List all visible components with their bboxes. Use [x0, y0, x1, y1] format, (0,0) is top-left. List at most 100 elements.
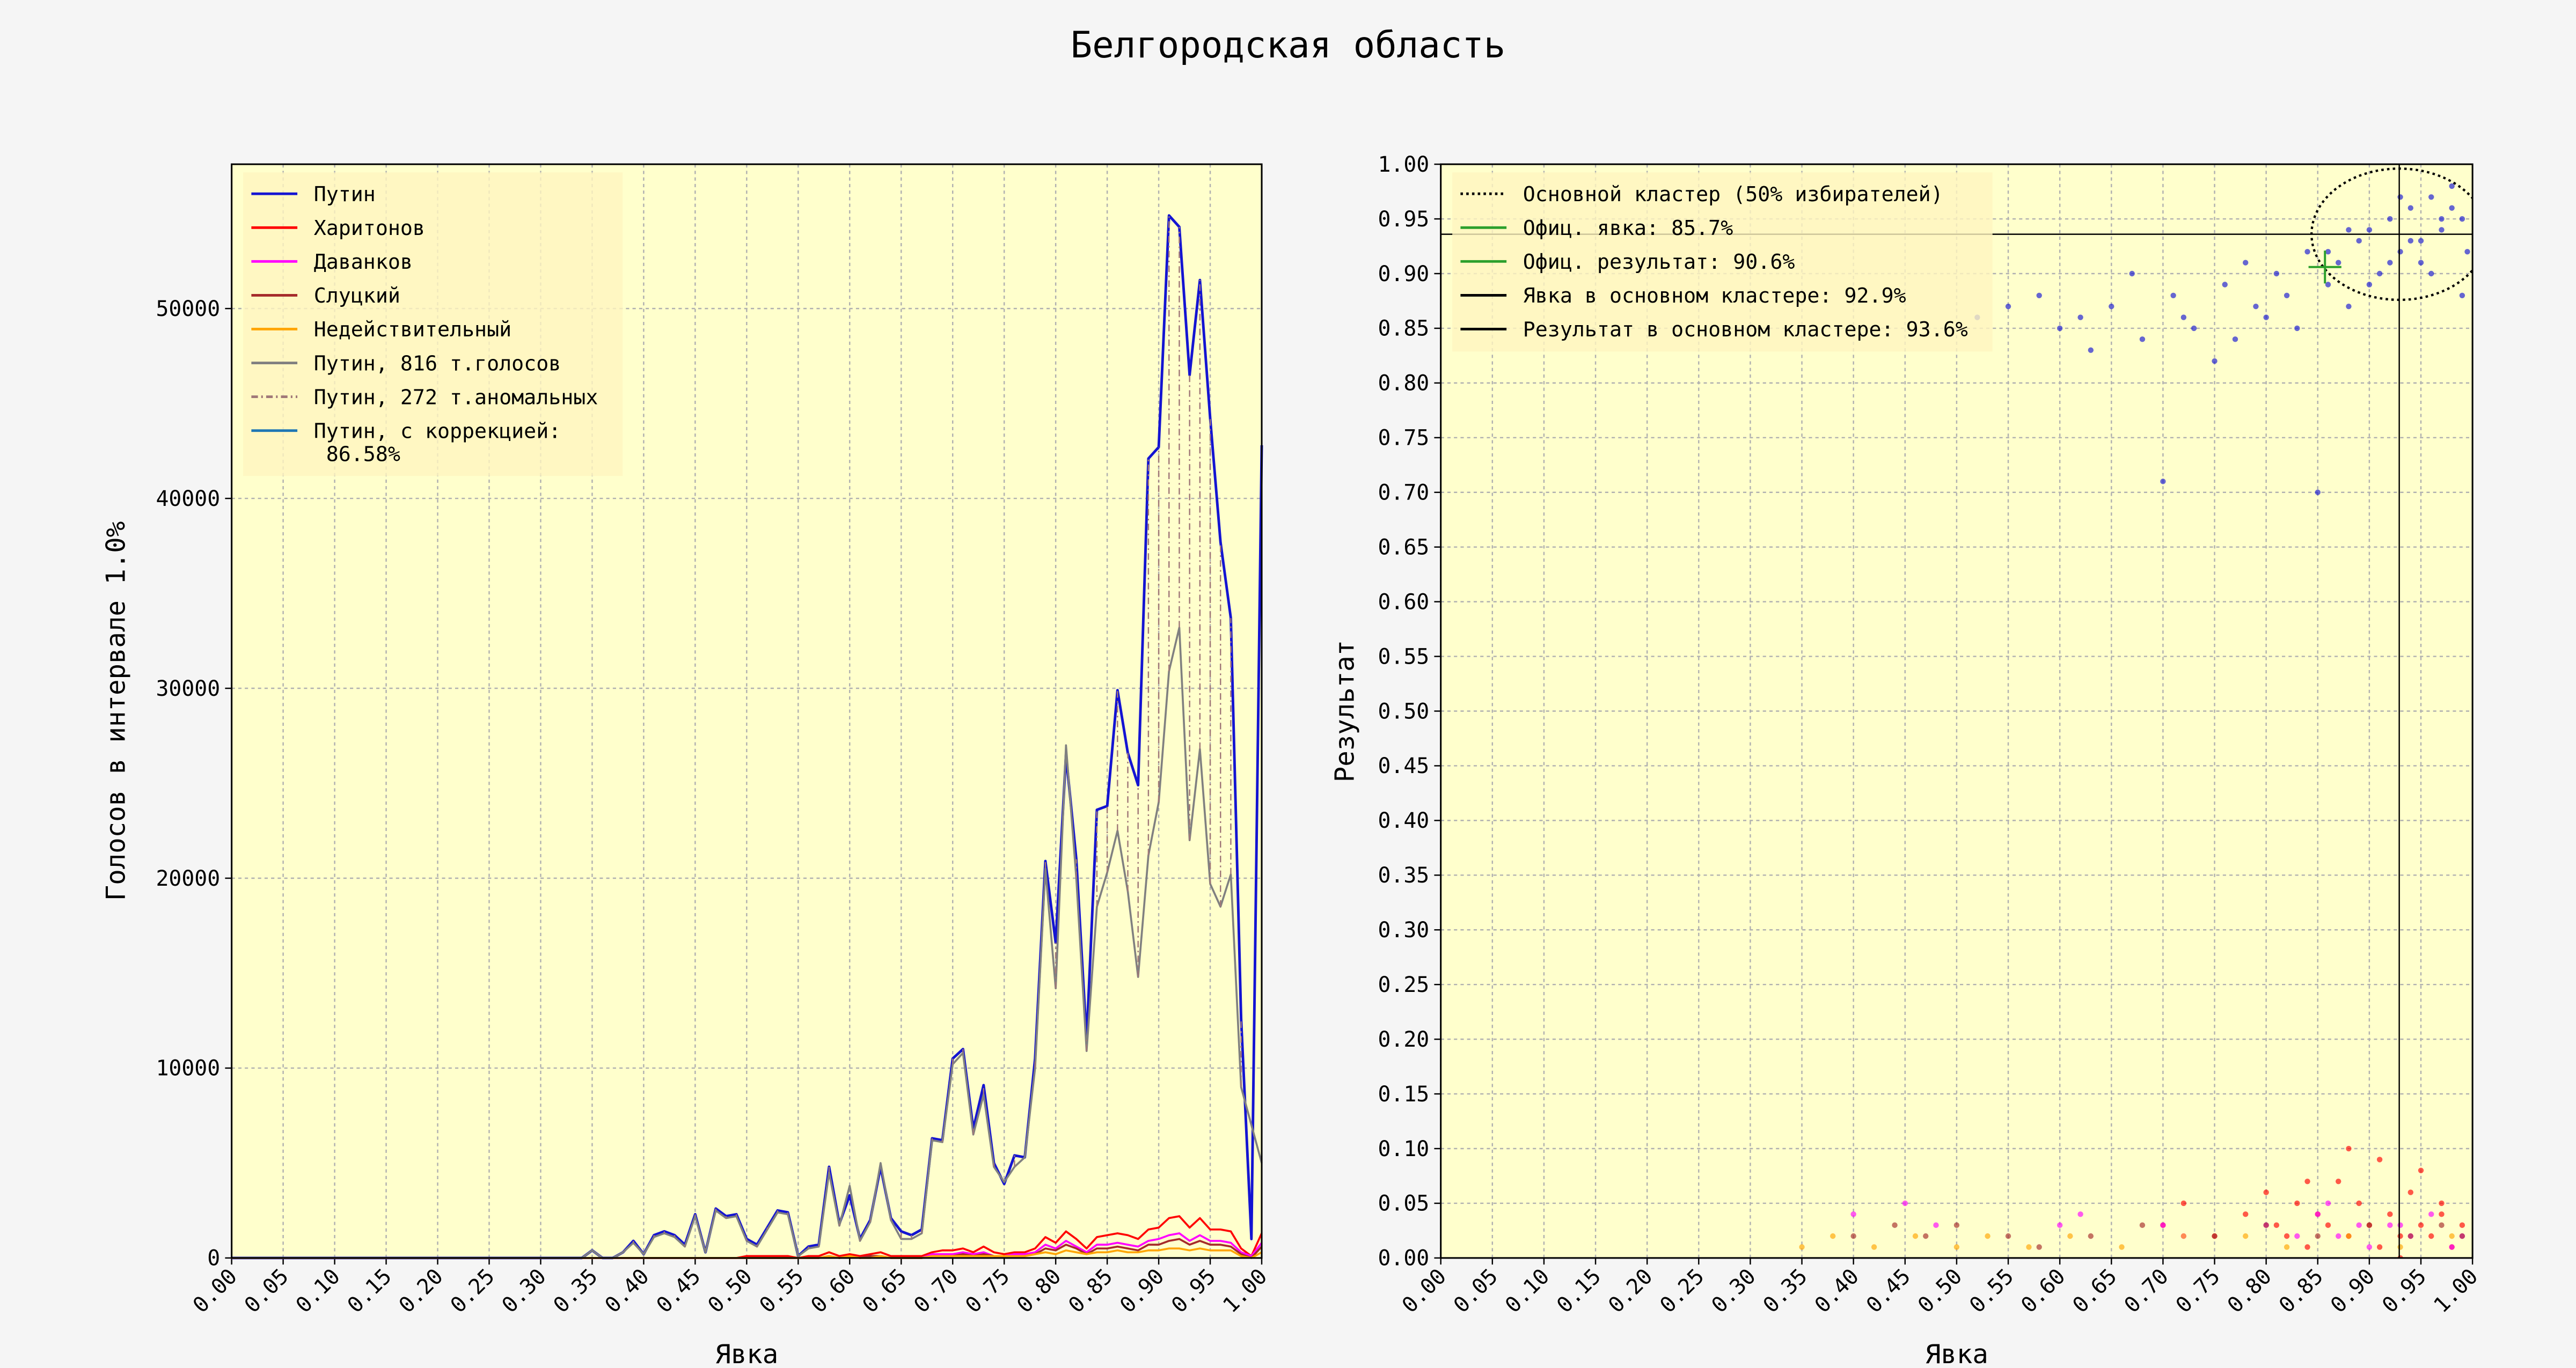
scatter-point — [2366, 1222, 2373, 1228]
x-tick-label: 0.25 — [1655, 1264, 1709, 1318]
y-tick-label: 0.95 — [1378, 207, 1429, 232]
scatter-point — [2088, 347, 2094, 353]
scatter-point — [1953, 1244, 1960, 1250]
legend-label: Офиц. результат: 90.6% — [1523, 250, 1795, 274]
scatter-point — [2315, 1211, 2321, 1217]
scatter-point — [2397, 1233, 2403, 1239]
y-tick-label: 0.35 — [1378, 863, 1429, 888]
scatter-point — [2439, 1200, 2445, 1207]
scatter-point — [2346, 303, 2352, 310]
x-tick-label: 0.70 — [909, 1264, 963, 1318]
x-tick-label: 0.45 — [1862, 1264, 1915, 1318]
scatter-point — [2077, 314, 2083, 320]
scatter-point — [2325, 1200, 2331, 1207]
y-tick-label: 0.90 — [1378, 262, 1429, 286]
legend-label: Путин — [314, 182, 376, 207]
scatter-point — [2387, 1211, 2393, 1217]
x-tick-label: 0.60 — [2016, 1264, 2070, 1318]
scatter-point — [2387, 1222, 2393, 1228]
scatter-point — [2376, 1157, 2383, 1163]
scatter-point — [2036, 292, 2042, 298]
scatter-point — [2170, 292, 2176, 298]
x-tick-label: 1.00 — [1218, 1264, 1272, 1318]
scatter-point — [2459, 216, 2465, 222]
scatter-point — [2366, 1244, 2373, 1250]
x-tick-label: 0.15 — [343, 1264, 397, 1318]
scatter-point — [2418, 260, 2424, 266]
scatter-point — [2397, 1244, 2403, 1250]
y-tick-label: 0.10 — [1378, 1137, 1429, 1161]
scatter-point — [2366, 227, 2373, 233]
scatter-point — [2459, 1233, 2465, 1239]
scatter-point — [2376, 1244, 2383, 1250]
scatter-point — [2263, 1222, 2269, 1228]
scatter-point — [2180, 314, 2187, 320]
scatter-point — [2397, 249, 2403, 255]
x-tick-label: 0.15 — [1552, 1264, 1606, 1318]
scatter-point — [2397, 194, 2403, 200]
scatter-point — [2243, 1211, 2249, 1217]
y-tick-label: 0.25 — [1378, 973, 1429, 997]
scatter-point — [2253, 303, 2259, 310]
scatter-point — [2026, 1244, 2032, 1250]
scatter-point — [2418, 1222, 2424, 1228]
scatter-point — [2376, 270, 2383, 277]
x-tick-label: 0.50 — [703, 1264, 757, 1318]
y-tick-label: 30000 — [156, 676, 220, 701]
x-tick-label: 0.55 — [755, 1264, 808, 1318]
x-tick-label: 0.00 — [188, 1264, 242, 1318]
y-tick-label: 0.45 — [1378, 754, 1429, 778]
x-tick-label: 0.20 — [1604, 1264, 1657, 1318]
scatter-point — [2005, 1233, 2011, 1239]
y-tick-label: 0.85 — [1378, 317, 1429, 341]
scatter-point — [2036, 1244, 2042, 1250]
scatter-point — [2057, 325, 2063, 332]
scatter-point — [2407, 205, 2413, 211]
scatter-point — [2315, 489, 2321, 495]
x-tick-label: 0.65 — [2068, 1264, 2121, 1318]
scatter-point — [2428, 270, 2434, 277]
scatter-point — [2119, 1244, 2125, 1250]
legend-label: Даванков — [314, 250, 413, 274]
scatter-point — [2346, 1233, 2352, 1239]
x-tick-label: 0.90 — [1115, 1264, 1169, 1318]
scatter-point — [2439, 216, 2445, 222]
scatter-point — [2160, 1222, 2166, 1228]
scatter-point — [2356, 1200, 2362, 1207]
scatter-point — [2449, 205, 2455, 211]
x-tick-label: 0.10 — [291, 1264, 345, 1318]
y-tick-label: 50000 — [156, 297, 220, 321]
scatter-point — [2325, 249, 2331, 255]
x-tick-label: 0.55 — [1965, 1264, 2018, 1318]
scatter-point — [2294, 325, 2300, 332]
legend: Основной кластер (50% избирателей) Офиц. … — [1452, 172, 1993, 352]
scatter-point — [2418, 1167, 2424, 1173]
scatter-point — [2180, 1200, 2187, 1207]
y-tick-label: 0.55 — [1378, 644, 1429, 669]
scatter-point — [2077, 1211, 2083, 1217]
scatter-point — [2315, 1233, 2321, 1239]
y-tick-label: 20000 — [156, 866, 220, 891]
scatter-point — [1850, 1211, 1856, 1217]
y-tick-label: 0 — [207, 1246, 220, 1271]
y-tick-label: 0.65 — [1378, 535, 1429, 560]
scatter-point — [2284, 1233, 2290, 1239]
legend-label: Путин, 816 т.голосов — [314, 351, 561, 376]
legend-label: Путин, с коррекцией: 86.58% — [314, 419, 561, 466]
scatter-point — [1923, 1233, 1929, 1239]
scatter-point — [1871, 1244, 1877, 1250]
scatter-point — [2325, 282, 2331, 288]
scatter-point — [2346, 227, 2352, 233]
scatter-point — [1912, 1233, 1919, 1239]
scatter-point — [2449, 1233, 2455, 1239]
scatter-point — [2428, 1233, 2434, 1239]
scatter-point — [1933, 1222, 1939, 1228]
x-tick-label: 0.30 — [1707, 1264, 1760, 1318]
scatter-point — [2129, 270, 2135, 277]
scatter-point — [2407, 1189, 2413, 1195]
scatter-point — [2304, 249, 2310, 255]
x-tick-label: 0.80 — [2223, 1264, 2277, 1318]
y-tick-label: 0.20 — [1378, 1027, 1429, 1052]
x-tick-label: 1.00 — [2429, 1264, 2483, 1318]
